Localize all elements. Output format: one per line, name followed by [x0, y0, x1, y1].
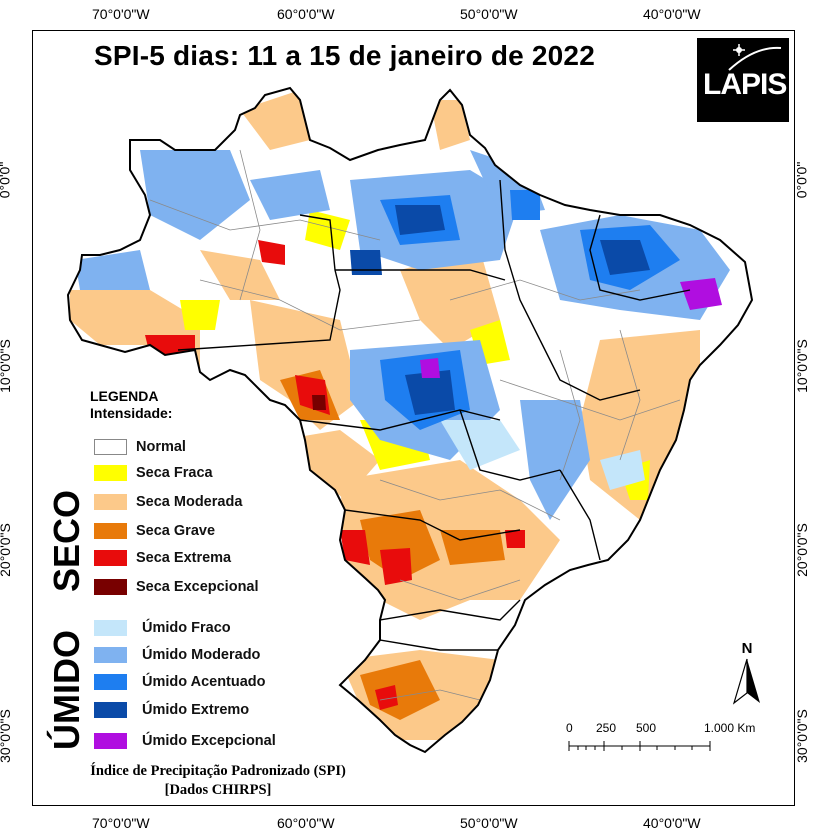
lon-label-top: 40°0'0"W: [643, 6, 701, 22]
legend-item-umido-acentuado: Úmido Acentuado: [94, 673, 266, 691]
scale-label: 1.000 Km: [704, 721, 756, 735]
lon-label-bottom: 60°0'0"W: [277, 815, 335, 831]
map-title: SPI-5 dias: 11 a 15 de janeiro de 2022: [94, 40, 595, 71]
legend-label: Seca Excepcional: [136, 579, 259, 595]
north-label: N: [741, 640, 753, 657]
legend-item-seca-moderada: Seca Moderada: [94, 493, 242, 511]
legend-label: Úmido Extremo: [142, 702, 250, 718]
legend-swatch: [94, 702, 127, 718]
legend-swatch: [94, 579, 127, 595]
legend-label: Seca Moderada: [136, 494, 243, 510]
logo-text: LAPIS: [703, 68, 787, 101]
legend-label: Úmido Acentuado: [142, 674, 266, 690]
legend-swatch: [94, 674, 127, 690]
legend-swatch: [94, 494, 127, 510]
legend-item-seca-excepcional: Seca Excepcional: [94, 578, 259, 596]
legend-label: Seca Extrema: [136, 550, 232, 566]
legend-title: LEGENDA Intensidade:: [90, 388, 172, 422]
legend-swatch: [94, 550, 127, 566]
footer-index-name: Índice de Precipitação Padronizado (SPI): [90, 763, 346, 779]
legend-label: Úmido Excepcional: [142, 733, 276, 749]
lapis-logo: LAPIS: [697, 38, 789, 122]
scale-bar: [568, 741, 711, 751]
legend-swatch: [94, 465, 127, 481]
legend-item-normal: Normal: [94, 438, 186, 456]
legend-item-seca-fraca: Seca Fraca: [94, 464, 213, 482]
legend-swatch: [94, 523, 127, 539]
map-footer: Índice de Precipitação Padronizado (SPI)…: [58, 762, 378, 800]
legend-swatch: [94, 733, 127, 749]
legend-item-seca-extrema: Seca Extrema: [94, 549, 231, 567]
legend-subheading: Intensidade:: [90, 405, 173, 421]
legend-item-umido-extremo: Úmido Extremo: [94, 701, 249, 719]
legend-group-seco: SECO: [46, 489, 87, 592]
lon-label-bottom: 40°0'0"W: [643, 815, 701, 831]
legend-label: Normal: [136, 439, 186, 455]
lon-label-top: 70°0'0"W: [92, 6, 150, 22]
legend-swatch: [94, 439, 127, 455]
legend-label: Seca Grave: [136, 523, 216, 539]
legend-label: Úmido Fraco: [142, 620, 231, 636]
legend-item-umido-moderado: Úmido Moderado: [94, 646, 260, 664]
scale-label: 500: [636, 721, 657, 735]
north-arrow-icon: [732, 658, 760, 705]
legend-item-umido-excepcional: Úmido Excepcional: [94, 732, 276, 750]
legend-label: Úmido Moderado: [142, 647, 261, 663]
lon-label-bottom: 70°0'0"W: [92, 815, 150, 831]
lon-label-top: 60°0'0"W: [277, 6, 335, 22]
legend-swatch: [94, 647, 127, 663]
lon-label-top: 50°0'0"W: [460, 6, 518, 22]
legend-label: Seca Fraca: [136, 465, 213, 481]
scale-label: 0: [566, 721, 573, 735]
legend-group-umido: ÚMIDO: [46, 630, 87, 750]
north-arrow: N: [732, 640, 762, 712]
legend-swatch: [94, 620, 127, 636]
footer-data-source: [Dados CHIRPS]: [164, 782, 272, 798]
lon-label-bottom: 50°0'0"W: [460, 815, 518, 831]
legend-heading: LEGENDA: [90, 388, 159, 404]
legend-item-seca-grave: Seca Grave: [94, 522, 215, 540]
legend-item-umido-fraco: Úmido Fraco: [94, 619, 231, 637]
scale-label: 250: [596, 721, 617, 735]
satellite-icon: [728, 44, 782, 71]
